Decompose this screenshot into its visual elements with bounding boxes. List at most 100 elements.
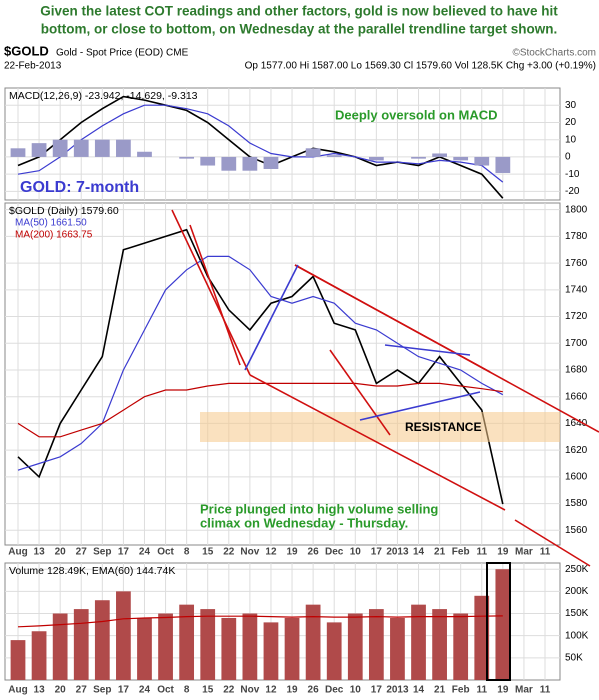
series-line — [17, 228, 504, 505]
annotation: Deeply oversold on MACD — [335, 107, 498, 122]
x-tick-label: 26 — [308, 685, 320, 696]
x-tick-label: 17 — [371, 547, 383, 558]
x-tick-label: 19 — [286, 685, 298, 696]
annotation: GOLD: 7-month — [20, 179, 139, 196]
bar — [94, 139, 110, 157]
series-line — [17, 95, 504, 199]
x-tick-label: 24 — [139, 685, 151, 696]
x-tick-label: Aug — [8, 685, 27, 696]
series-line — [17, 255, 504, 471]
annotation: climax on Wednesday - Thursday. — [200, 515, 408, 530]
bar — [432, 609, 447, 680]
quote: Op 1577.00 Hi 1587.00 Lo 1569.30 Cl 1579… — [245, 61, 596, 72]
x-tick-label: 12 — [265, 685, 277, 696]
x-tick-label: 12 — [265, 547, 277, 558]
y-tick-label: 30 — [565, 100, 577, 111]
bar — [305, 604, 321, 680]
bar — [347, 613, 363, 680]
x-tick-label: Oct — [157, 685, 174, 696]
x-tick-label: 19 — [497, 685, 509, 696]
series-line — [17, 382, 503, 438]
blue-trendlines — [244, 264, 481, 421]
y-tick-label: 10 — [565, 134, 577, 145]
bar — [221, 617, 237, 680]
x-tick-label: 13 — [34, 547, 46, 558]
x-tick-label: 20 — [55, 547, 67, 558]
x-tick-label: Mar — [515, 547, 533, 558]
y-tick-label: 1800 — [565, 204, 588, 215]
trendline — [329, 349, 391, 436]
x-tick-label: 8 — [184, 547, 190, 558]
y-tick-label: 1760 — [565, 258, 588, 269]
bar — [158, 613, 173, 680]
trendlines — [171, 209, 599, 567]
y-tick-label: 1700 — [565, 338, 588, 349]
x-tick-label: 22 — [223, 547, 235, 558]
bar — [305, 148, 321, 157]
bar — [474, 156, 490, 166]
bar — [200, 609, 216, 680]
x-tick-label: Aug — [8, 547, 27, 558]
x-tick-label: 21 — [434, 547, 446, 558]
bar — [31, 631, 47, 680]
trendline — [171, 209, 251, 376]
bar — [411, 156, 426, 159]
x-tick-label: 13 — [34, 685, 46, 696]
x-tick-label: 11 — [540, 685, 551, 696]
bar — [263, 622, 279, 680]
bar — [179, 156, 195, 159]
caption: bottom, or close to bottom, on Wednesday… — [41, 22, 558, 37]
legend-entry: MA(200) 1663.75 — [15, 230, 93, 241]
x-tick-label: Feb — [452, 547, 470, 558]
x-tick-label: 15 — [202, 685, 214, 696]
x-tick-label: 11 — [540, 547, 551, 558]
bar — [390, 617, 405, 680]
y-tick-label: 50K — [565, 652, 583, 663]
panel-title: $GOLD (Daily) 1579.60 — [9, 205, 119, 217]
bar — [10, 148, 26, 157]
panel — [4, 202, 561, 546]
trendline — [244, 264, 299, 371]
y-tick-label: 150K — [565, 608, 589, 619]
trendline — [189, 224, 241, 366]
annotation: RESISTANCE — [405, 420, 481, 434]
y-tick-label: 1560 — [565, 525, 588, 536]
y-tick-label: 1620 — [565, 445, 588, 456]
bar — [242, 613, 258, 680]
trendline — [384, 344, 471, 356]
x-tick-label: Feb — [452, 685, 470, 696]
x-tick-label: Nov — [240, 547, 259, 558]
y-tick-label: 250K — [565, 564, 589, 575]
x-tick-label: 11 — [476, 685, 487, 696]
header-date: 22-Feb-2013 — [4, 61, 62, 72]
bar — [137, 617, 152, 680]
bar — [326, 622, 342, 680]
bar — [52, 139, 68, 157]
x-tick-label: 14 — [413, 547, 425, 558]
x-tick-label: Sep — [93, 547, 111, 558]
y-tick-label: 1740 — [565, 284, 588, 295]
trendline — [249, 374, 506, 511]
bar — [221, 156, 237, 171]
series-line — [17, 615, 503, 628]
x-tick-label: Sep — [93, 685, 111, 696]
y-tick-label: 1720 — [565, 311, 588, 322]
resistance-band — [200, 412, 560, 442]
bar — [368, 609, 384, 680]
credit: ©StockCharts.com — [512, 48, 596, 59]
x-tick-label: 2013 — [386, 547, 409, 558]
x-tick-label: Mar — [515, 685, 533, 696]
x-tick-label: 20 — [55, 685, 67, 696]
bar — [73, 139, 89, 157]
x-tick-label: 27 — [76, 685, 88, 696]
x-tick-label: 17 — [118, 685, 130, 696]
y-tick-label: 1680 — [565, 365, 588, 376]
bar — [263, 156, 279, 169]
bar — [326, 155, 342, 157]
legend-entry: MA(50) 1661.50 — [15, 218, 87, 229]
bar — [137, 151, 152, 157]
y-tick-label: -10 — [565, 169, 580, 180]
x-tick-label: 27 — [76, 547, 88, 558]
x-tick-label: Dec — [325, 685, 344, 696]
bar — [453, 613, 469, 680]
